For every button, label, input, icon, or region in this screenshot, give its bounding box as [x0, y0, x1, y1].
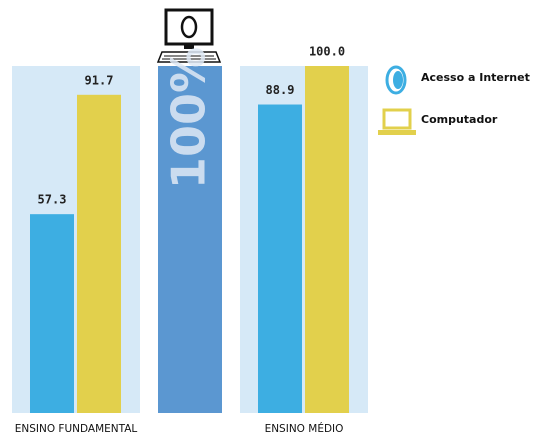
bar [30, 214, 74, 413]
highlight-bar [158, 66, 222, 413]
legend-icon [393, 71, 403, 89]
legend-item: Computador [378, 108, 498, 135]
computer-icon [156, 8, 222, 63]
category-label: ENSINO FUNDAMENTAL [15, 423, 138, 435]
value-label: 88.9 [266, 83, 295, 97]
legend-icon [382, 108, 412, 130]
value-label: 100.0 [309, 45, 345, 59]
bar [258, 104, 302, 413]
value-label: 57.3 [38, 193, 67, 207]
bar [77, 94, 121, 414]
value-label: 91.7 [85, 73, 114, 87]
legend-label: Computador [421, 113, 498, 126]
legend-item: Acesso a Internet [385, 65, 530, 95]
highlight-label: 100% [162, 47, 216, 189]
legend-icon [378, 130, 416, 135]
category-label: ENSINO MÉDIO [265, 422, 344, 435]
bar [305, 66, 349, 413]
legend-label: Acesso a Internet [421, 71, 530, 84]
